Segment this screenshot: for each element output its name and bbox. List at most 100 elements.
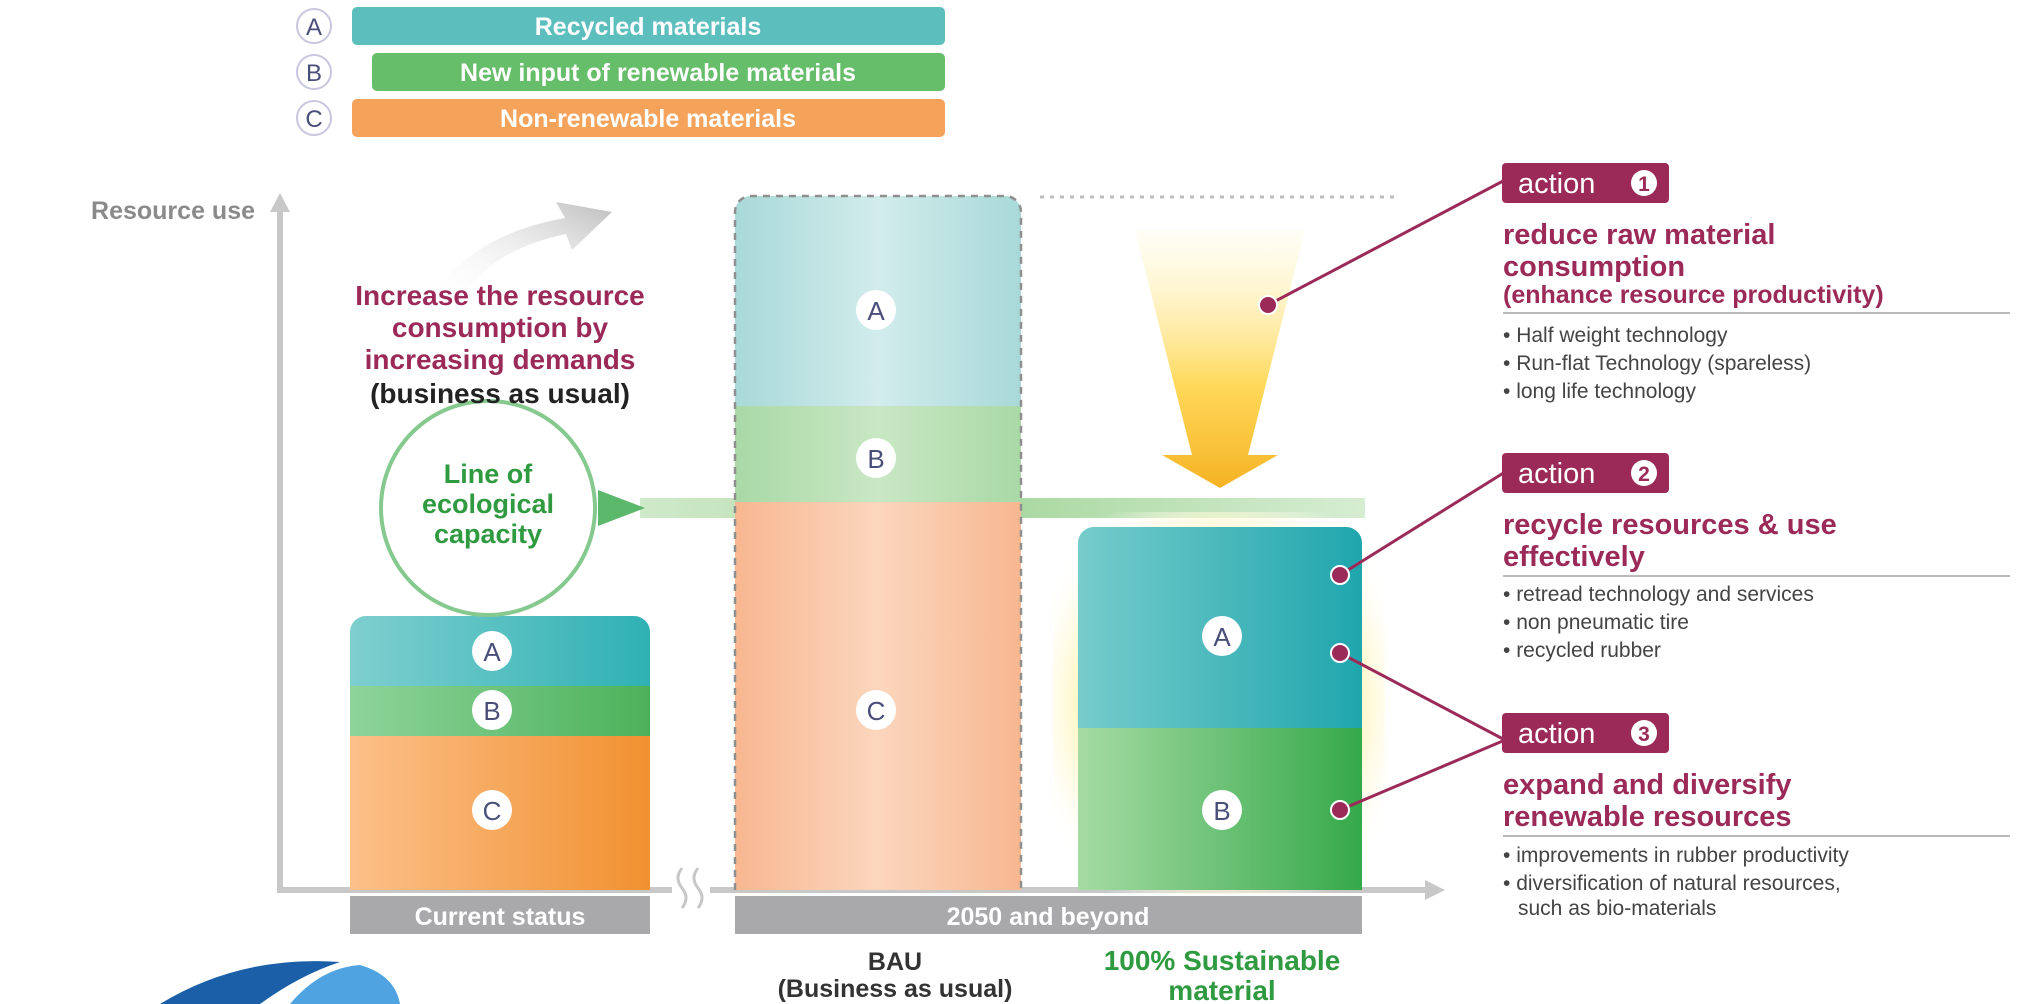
legend-item-c: C Non-renewable materials (296, 99, 945, 137)
action-2: action 2 recycle resources & use effecti… (1502, 453, 2010, 662)
connector-dot-b (1330, 800, 1350, 820)
connector-action-1 (1267, 178, 1506, 307)
current-status-label-bar (350, 896, 650, 934)
action-3-bullet-2: • diversification of natural resources, (1503, 872, 1841, 895)
bar-bau-marker-b (856, 438, 896, 478)
connector-dot-a-top (1330, 565, 1350, 585)
bar-bau-marker-a (856, 290, 896, 330)
legend-letter-c: C (305, 106, 322, 133)
action-1-title-1: reduce raw material (1503, 219, 1775, 251)
reduction-funnel-arrow (1135, 230, 1305, 488)
action-3-number: 3 (1638, 723, 1650, 746)
bar-bau-dashed-outline (733, 194, 1023, 890)
bar-bau-marker-c (856, 690, 896, 730)
bar-bau-letter-c: C (867, 696, 886, 726)
action-1-bullet-1: • Half weight technology (1503, 324, 1728, 347)
bar-sustainable-letter-a: A (1213, 622, 1231, 652)
action-1: action 1 reduce raw material consumption… (1502, 163, 2010, 403)
axis-break-mark-1 (676, 867, 688, 909)
legend-swatch-a (352, 7, 945, 45)
legend-letter-circle-a (296, 8, 332, 44)
sustainable-caption-1: 100% Sustainable (1104, 945, 1341, 976)
axis-break-mark-2 (692, 867, 704, 909)
action-2-badge (1502, 453, 1669, 493)
action-2-number: 2 (1638, 463, 1650, 486)
bar-bau-letter-b: B (867, 444, 884, 474)
action-2-number-circle (1631, 460, 1657, 486)
action-2-bullet-1: • retread technology and services (1503, 583, 1814, 606)
logo-dark-swoosh (160, 961, 340, 1004)
bar-current-status: A B C (350, 616, 650, 890)
legend-item-b: B New input of renewable materials (296, 53, 945, 91)
bar-sustainable-marker-b (1202, 790, 1242, 830)
bar-current-marker-c (472, 790, 512, 830)
action-1-badge-text: action (1518, 168, 1595, 200)
ecological-capacity-text-2: ecological (422, 489, 554, 519)
ecological-capacity-text-3: capacity (434, 519, 542, 549)
brand-logo-swoosh (160, 961, 400, 1004)
bar-bau-letter-a: A (867, 296, 885, 326)
action-1-number-circle (1631, 170, 1657, 196)
y-axis-label: Resource use (91, 197, 255, 225)
action-1-bullet-2: • Run-flat Technology (spareless) (1503, 352, 1811, 375)
action-3-badge (1502, 713, 1669, 753)
increase-arrow (430, 202, 612, 300)
action-3-number-circle (1631, 720, 1657, 746)
increase-text-2: consumption by (392, 312, 609, 343)
bottom-labels: Current status 2050 and beyond BAU (Busi… (350, 896, 1362, 1004)
increase-text-3: increasing demands (365, 344, 636, 375)
legend-label-c: Non-renewable materials (500, 105, 796, 133)
action-3-badge-text: action (1518, 718, 1595, 750)
bar-sustainable-marker-a (1202, 616, 1242, 656)
legend-letter-circle-b (296, 54, 332, 90)
bar-sustainable: A B (1053, 512, 1385, 894)
bar-bau: A B C (733, 194, 1023, 890)
legend-item-a: A Recycled materials (296, 7, 945, 45)
action-1-bullet-3: • long life technology (1503, 380, 1696, 403)
action-1-badge (1502, 163, 1669, 203)
action-3-title-1: expand and diversify (1503, 769, 1792, 801)
legend-label-b: New input of renewable materials (460, 59, 856, 87)
action-1-title-2: consumption (1503, 251, 1685, 283)
legend-letter-a: A (306, 14, 322, 41)
ecological-capacity-pointer (598, 490, 645, 526)
business-as-usual-text: (business as usual) (370, 378, 630, 409)
bar-current-letter-a: A (483, 637, 501, 667)
action-1-subtitle: (enhance resource productivity) (1503, 281, 1884, 309)
bar-current-letter-b: B (483, 696, 500, 726)
connector-action-3-upper (1339, 651, 1506, 742)
bau-caption-1: BAU (868, 948, 922, 976)
legend-letter-circle-c (296, 100, 332, 136)
action-3-bullet-1: • improvements in rubber productivity (1503, 844, 1849, 867)
action-2-title-1: recycle resources & use (1503, 509, 1837, 541)
future-label-bar (735, 896, 1362, 934)
sustainable-caption-2: material (1168, 975, 1275, 1004)
action-2-bullet-3: • recycled rubber (1503, 639, 1661, 662)
legend-label-a: Recycled materials (535, 13, 762, 41)
ecological-capacity-callout: Line of ecological capacity (379, 399, 645, 617)
bar-current-marker-a (472, 631, 512, 671)
bar-current-marker-b (472, 690, 512, 730)
legend-swatch-c (352, 99, 945, 137)
action-2-title-2: effectively (1503, 541, 1645, 573)
connector-dot-funnel (1258, 295, 1278, 315)
bau-caption-2: (Business as usual) (778, 975, 1013, 1003)
current-status-label: Current status (415, 903, 586, 931)
action-2-badge-text: action (1518, 458, 1595, 490)
action-3: action 3 expand and diversify renewable … (1502, 713, 2010, 920)
action-3-bullet-3: such as bio-materials (1518, 897, 1716, 920)
ecological-capacity-text-1: Line of (444, 459, 533, 489)
bar-sustainable-letter-b: B (1213, 796, 1230, 826)
action-1-number: 1 (1638, 173, 1650, 196)
action-connectors (1258, 178, 1506, 820)
legend: A Recycled materials B New input of rene… (296, 7, 945, 137)
legend-letter-b: B (306, 60, 322, 87)
logo-light-swoosh (290, 965, 400, 1004)
y-axis-arrowhead (270, 193, 290, 212)
action-2-bullet-2: • non pneumatic tire (1503, 611, 1689, 634)
legend-swatch-b (372, 53, 945, 91)
connector-action-3-lower (1339, 738, 1506, 812)
future-label: 2050 and beyond (947, 903, 1150, 931)
bar-current-letter-c: C (483, 796, 502, 826)
